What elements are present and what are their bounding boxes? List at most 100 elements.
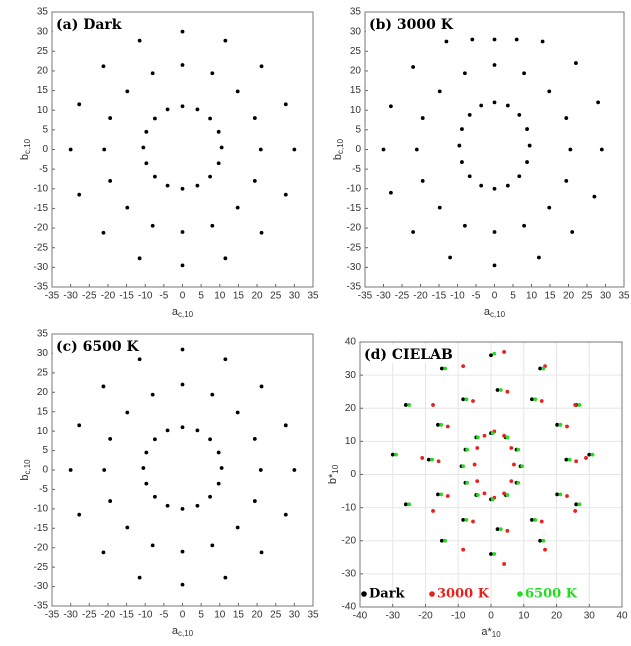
y-tick-label: 30 <box>345 370 357 381</box>
point <box>180 230 185 234</box>
point <box>216 161 221 166</box>
point <box>381 147 386 152</box>
point <box>596 100 600 105</box>
point <box>150 71 155 76</box>
x-tick-label: 5 <box>198 610 204 621</box>
point <box>108 437 113 441</box>
point <box>498 527 503 532</box>
point <box>574 459 579 464</box>
point <box>592 194 597 199</box>
point <box>150 392 155 397</box>
point <box>165 503 170 508</box>
point <box>492 37 497 42</box>
y-tick-label: -35 <box>347 282 362 293</box>
point <box>492 100 497 105</box>
point <box>479 103 484 108</box>
x-tick-label: 0 <box>492 291 498 302</box>
point <box>108 116 113 120</box>
panel-title: (a) Dark <box>56 17 122 33</box>
point <box>439 366 444 371</box>
x-tick-label: -25 <box>395 291 410 302</box>
point <box>461 547 466 552</box>
y-tick-label: 15 <box>37 406 49 417</box>
point <box>180 582 185 587</box>
legend-marker <box>517 591 523 597</box>
y-tick-label: -20 <box>34 542 49 553</box>
y-label-base: b* <box>327 473 339 484</box>
point <box>208 116 212 121</box>
y-tick-label: 30 <box>350 26 362 37</box>
y-label-base: b <box>19 475 31 481</box>
point <box>137 575 142 580</box>
point <box>180 186 185 191</box>
point <box>165 107 170 112</box>
point <box>180 63 185 67</box>
point <box>165 428 170 433</box>
point <box>390 452 395 457</box>
point <box>541 366 546 371</box>
x-tick-label: -30 <box>376 291 391 302</box>
x-tick-label: 15 <box>233 291 245 302</box>
point <box>283 102 288 107</box>
y-axis-label: bc,10 <box>332 138 345 160</box>
point <box>530 397 534 402</box>
y-tick-label: -35 <box>34 282 49 293</box>
point <box>492 263 497 268</box>
x-label-sub: 10 <box>492 630 501 639</box>
x-tick-label: -15 <box>119 291 134 302</box>
x-tick-label: -20 <box>101 610 116 621</box>
y-tick-label: 25 <box>37 367 49 378</box>
point <box>77 102 82 107</box>
point <box>223 38 228 43</box>
y-tick-label: 10 <box>37 105 49 116</box>
point <box>590 452 595 457</box>
panel-title: (d) CIELAB <box>364 347 453 363</box>
point <box>512 462 516 467</box>
y-tick-label: 40 <box>345 337 357 348</box>
x-tick-label: -10 <box>138 610 153 621</box>
point <box>436 492 440 497</box>
point <box>219 145 224 150</box>
x-tick-label: -15 <box>432 291 447 302</box>
point <box>498 388 503 392</box>
point <box>492 552 497 556</box>
point <box>573 403 578 407</box>
x-tick-label: 35 <box>307 291 319 302</box>
point <box>259 550 264 555</box>
point <box>505 528 510 533</box>
x-axis-label: ac,10 <box>172 306 194 319</box>
point <box>223 575 228 580</box>
point <box>430 457 434 462</box>
panel-title: (c) 6500 K <box>56 339 139 355</box>
point <box>482 433 487 438</box>
point <box>258 468 263 472</box>
x-tick-label: 5 <box>510 291 516 302</box>
point <box>144 450 149 455</box>
point <box>505 493 510 497</box>
point <box>77 192 82 197</box>
y-tick-label: 0 <box>355 144 361 155</box>
point <box>411 230 415 234</box>
point <box>517 174 522 179</box>
point <box>101 550 106 555</box>
point <box>577 403 582 407</box>
y-tick-label: 35 <box>37 329 49 340</box>
point <box>464 517 469 522</box>
y-tick-label: 0 <box>350 469 356 480</box>
point <box>448 255 452 260</box>
point <box>431 509 435 513</box>
point <box>490 431 495 435</box>
point <box>522 223 526 228</box>
point <box>465 480 469 485</box>
y-tick-label: 10 <box>37 426 49 437</box>
point <box>599 147 604 152</box>
point <box>573 509 578 513</box>
y-tick-label: 20 <box>350 66 362 77</box>
y-tick-label: -20 <box>347 223 362 234</box>
point <box>144 161 149 166</box>
point <box>102 147 107 152</box>
point <box>516 480 521 485</box>
point <box>525 160 529 164</box>
x-tick-label: -30 <box>63 610 78 621</box>
